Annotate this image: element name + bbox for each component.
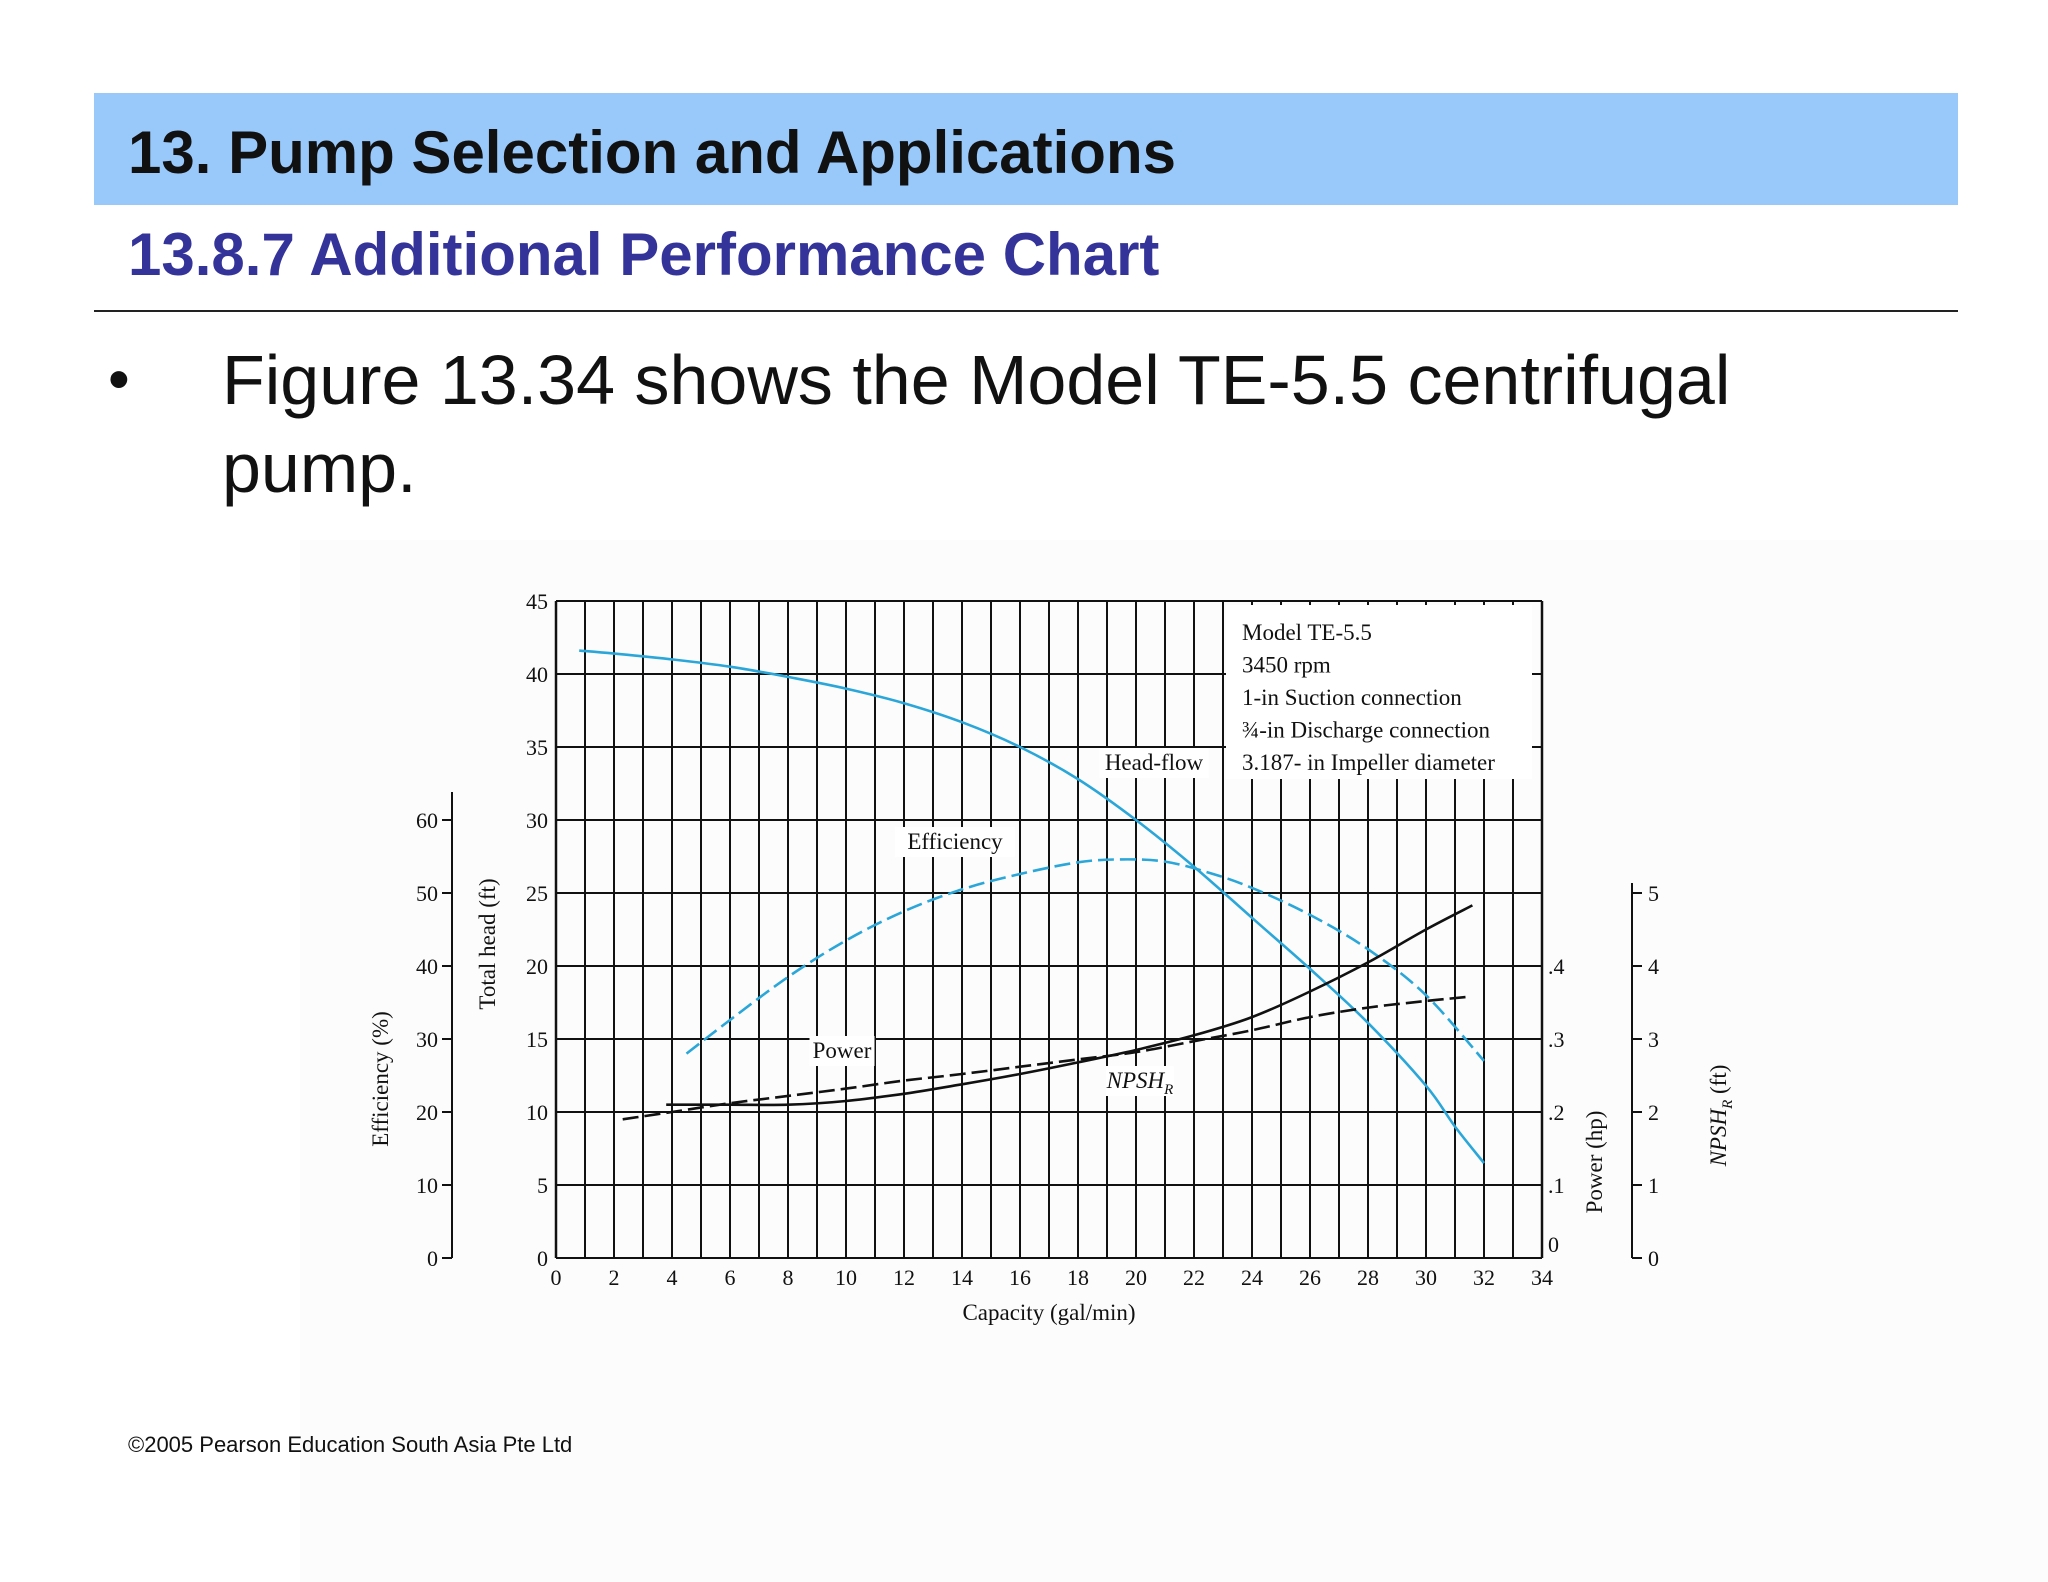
x-tick-label: 12 bbox=[893, 1265, 915, 1290]
head-tick-label: 0 bbox=[537, 1246, 548, 1271]
head-tick-label: 40 bbox=[526, 662, 548, 687]
x-tick-label: 34 bbox=[1531, 1265, 1553, 1290]
x-axis-label: Capacity (gal/min) bbox=[962, 1300, 1135, 1325]
head-tick-label: 25 bbox=[526, 881, 548, 906]
npshr-tick-label: 1 bbox=[1648, 1173, 1659, 1198]
efficiency-tick-label: 10 bbox=[416, 1173, 438, 1198]
head-tick-label: 30 bbox=[526, 808, 548, 833]
power-tick-label: 0 bbox=[1548, 1232, 1559, 1257]
head-tick-label: 35 bbox=[526, 735, 548, 760]
efficiency-tick-label: 50 bbox=[416, 881, 438, 906]
x-tick-label: 28 bbox=[1357, 1265, 1379, 1290]
series-line-head-flow bbox=[579, 649, 1486, 1164]
head-tick-label: 20 bbox=[526, 954, 548, 979]
x-tick-label: 30 bbox=[1415, 1265, 1437, 1290]
annotation-bg bbox=[895, 827, 1015, 857]
x-tick-label: 24 bbox=[1241, 1265, 1263, 1290]
annotation-label: Head-flow bbox=[1105, 750, 1204, 775]
head-tick-label: 10 bbox=[526, 1100, 548, 1125]
x-tick-label: 0 bbox=[551, 1265, 562, 1290]
head-tick-label: 15 bbox=[526, 1027, 548, 1052]
x-tick-label: 14 bbox=[951, 1265, 973, 1290]
x-tick-label: 2 bbox=[609, 1265, 620, 1290]
x-tick-label: 20 bbox=[1125, 1265, 1147, 1290]
x-tick-label: 22 bbox=[1183, 1265, 1205, 1290]
efficiency-tick-label: 60 bbox=[416, 808, 438, 833]
npshr-tick-label: 2 bbox=[1648, 1100, 1659, 1125]
power-tick-label: .3 bbox=[1548, 1027, 1565, 1052]
efficiency-tick-label: 20 bbox=[416, 1100, 438, 1125]
efficiency-axis-label: Efficiency (%) bbox=[368, 1011, 393, 1147]
bullet-marker: • bbox=[108, 345, 130, 414]
legend-line: 1-in Suction connection bbox=[1242, 685, 1462, 710]
copyright-notice: ©2005 Pearson Education South Asia Pte L… bbox=[128, 1432, 573, 1457]
legend-line: 3450 rpm bbox=[1242, 653, 1331, 678]
x-tick-label: 32 bbox=[1473, 1265, 1495, 1290]
title-band bbox=[94, 93, 1958, 205]
figure-background bbox=[300, 540, 2048, 1582]
annotation-bg bbox=[809, 1036, 875, 1066]
x-tick-label: 4 bbox=[667, 1265, 678, 1290]
x-tick-label: 18 bbox=[1067, 1265, 1089, 1290]
annotation-label: NPSHR bbox=[1106, 1068, 1174, 1098]
x-tick-label: 26 bbox=[1299, 1265, 1321, 1290]
head-tick-label: 45 bbox=[526, 589, 548, 614]
slide-subtitle: 13.8.7 Additional Performance Chart bbox=[128, 221, 1160, 288]
legend-line: 3.187- in Impeller diameter bbox=[1242, 750, 1495, 775]
efficiency-tick-label: 40 bbox=[416, 954, 438, 979]
power-tick-label: .2 bbox=[1548, 1100, 1565, 1125]
slide-title: 13. Pump Selection and Applications bbox=[128, 119, 1176, 186]
legend-line: Model TE-5.5 bbox=[1242, 620, 1372, 645]
series-line-npsh bbox=[666, 904, 1473, 1107]
annotation-label: Power bbox=[813, 1038, 872, 1063]
head-axis-label: Total head (ft) bbox=[475, 878, 500, 1009]
npshr-tick-label: 4 bbox=[1648, 954, 1659, 979]
efficiency-tick-label: 0 bbox=[427, 1246, 438, 1271]
legend-line: ¾-in Discharge connection bbox=[1242, 718, 1491, 743]
series-line-power bbox=[622, 995, 1470, 1121]
annotation-label: Efficiency bbox=[907, 829, 1003, 854]
npshr-tick-label: 3 bbox=[1648, 1027, 1659, 1052]
annotation-bg bbox=[1099, 748, 1209, 778]
efficiency-tick-label: 30 bbox=[416, 1027, 438, 1052]
npshr-tick-label: 5 bbox=[1648, 881, 1659, 906]
power-axis-label: Power (hp) bbox=[1582, 1111, 1607, 1214]
header-divider bbox=[94, 310, 1958, 312]
power-tick-label: .4 bbox=[1548, 954, 1565, 979]
power-tick-label: .1 bbox=[1548, 1173, 1565, 1198]
head-tick-label: 5 bbox=[537, 1173, 548, 1198]
x-tick-label: 10 bbox=[835, 1265, 857, 1290]
annotation-bg bbox=[1106, 1066, 1174, 1096]
x-tick-label: 6 bbox=[725, 1265, 736, 1290]
npshr-axis-label: NPSHR (ft) bbox=[1706, 1065, 1736, 1168]
series-line-efficiency bbox=[685, 858, 1485, 1062]
legend-box bbox=[1226, 605, 1532, 779]
x-tick-label: 16 bbox=[1009, 1265, 1031, 1290]
bullet-text: Figure 13.34 shows the Model TE-5.5 cent… bbox=[222, 341, 1731, 507]
x-tick-label: 8 bbox=[783, 1265, 794, 1290]
npshr-tick-label: 0 bbox=[1648, 1246, 1659, 1271]
